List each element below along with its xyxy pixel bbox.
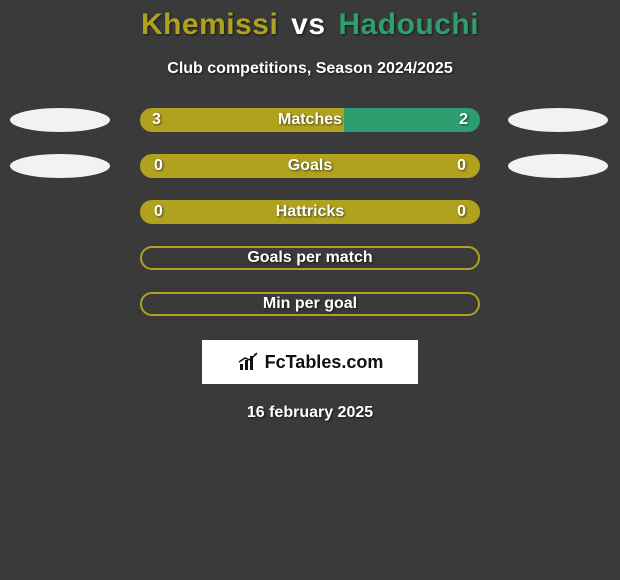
stat-row: 3 Matches 2 [0, 108, 620, 132]
stat-value-right: 0 [457, 157, 466, 175]
stat-row: Min per goal [0, 292, 620, 316]
subtitle: Club competitions, Season 2024/2025 [167, 60, 452, 78]
logo-box: FcTables.com [202, 340, 418, 384]
stat-label: Hattricks [276, 203, 344, 221]
stat-bar: 3 Matches 2 [140, 108, 480, 132]
stat-bar: 0 Hattricks 0 [140, 200, 480, 224]
stat-bar: Min per goal [140, 292, 480, 316]
stat-bar: Goals per match [140, 246, 480, 270]
stat-rows: 3 Matches 2 0 Goals 0 0 Hattricks 0 Goals per mat… [0, 108, 620, 316]
stat-bar: 0 Goals 0 [140, 154, 480, 178]
stat-label: Matches [278, 111, 342, 129]
stat-value-left: 0 [154, 203, 163, 221]
team-marker-right [508, 154, 608, 178]
page-title: Khemissi vs Hadouchi [141, 8, 479, 42]
team-marker-right [508, 108, 608, 132]
stat-label: Min per goal [263, 295, 357, 313]
team-marker-left [10, 108, 110, 132]
stat-label: Goals [288, 157, 332, 175]
chart-icon [237, 352, 261, 372]
stat-value-right: 2 [459, 111, 468, 129]
logo-text: FcTables.com [265, 352, 384, 373]
comparison-infographic: Khemissi vs Hadouchi Club competitions, … [0, 0, 620, 422]
stat-row: 0 Goals 0 [0, 154, 620, 178]
stat-label: Goals per match [247, 249, 372, 267]
title-player2: Hadouchi [338, 8, 479, 41]
stat-value-right: 0 [457, 203, 466, 221]
team-marker-left [10, 154, 110, 178]
date-text: 16 february 2025 [247, 404, 373, 422]
stat-row: Goals per match [0, 246, 620, 270]
logo: FcTables.com [237, 352, 384, 373]
stat-value-left: 0 [154, 157, 163, 175]
stat-row: 0 Hattricks 0 [0, 200, 620, 224]
stat-value-left: 3 [152, 111, 161, 129]
title-vs: vs [291, 8, 325, 41]
title-player1: Khemissi [141, 8, 278, 41]
